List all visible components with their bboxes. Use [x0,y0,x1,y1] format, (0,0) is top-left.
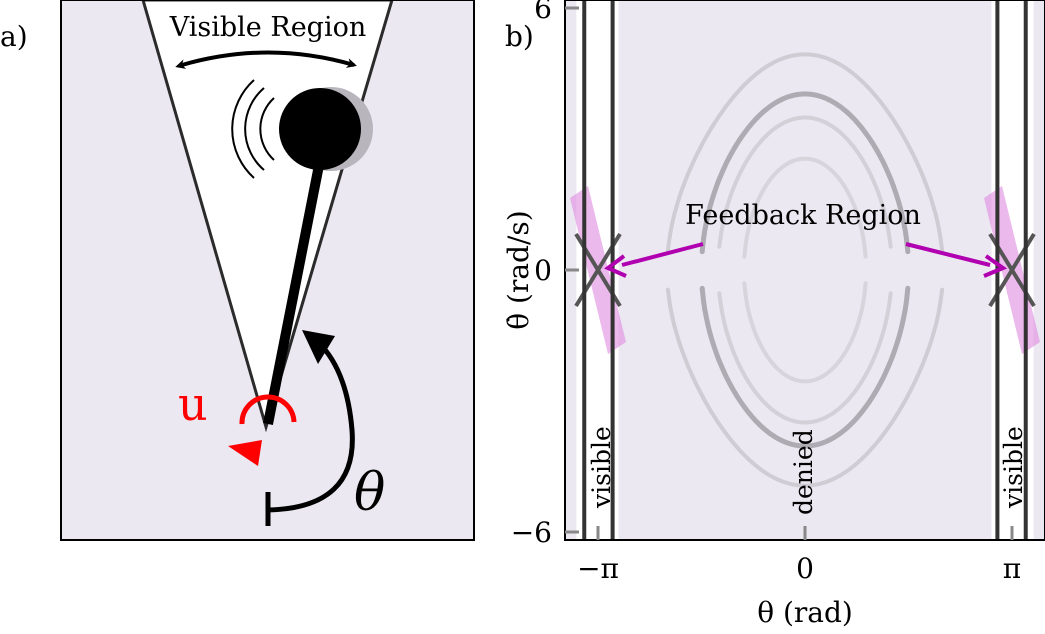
x-axis-label: θ (rad) [757,596,853,629]
feedback-arrow-left [621,242,704,267]
band-label-left: visible [587,426,616,509]
control-label: u [178,377,208,431]
y-axis-label: θ̇ (rad/s) [502,210,535,329]
motion-line-3 [231,79,255,179]
control-arrowhead [228,440,262,466]
band-label-center: denied [789,429,818,515]
panel-a: a) Visible Region θ u [0,0,475,541]
panel-a-label: a) [0,20,28,53]
theta-arrowhead [302,330,335,364]
pendulum-rod [263,149,327,425]
y-tick-label-0: −6 [511,516,552,549]
phase-contour-lower-0.4 [742,281,868,384]
band-label-right-group: visible [999,426,1028,509]
panel-b-background [565,0,1045,540]
x-tick-label-1: 0 [796,552,814,585]
visible-region-label: Visible Region [169,12,367,43]
feedback-arrow-right [905,242,991,267]
theta-label: θ [354,463,385,523]
panel-b: b) visible denied visible Feedback Regio… [502,0,1045,629]
phase-contour-upper-0.4 [742,156,868,259]
y-tick-label-2: 6 [534,0,552,25]
band-label-center-group: denied [789,429,818,515]
band-label-right: visible [999,426,1028,509]
panel-b-label: b) [505,20,534,53]
feedback-arrowhead-left [604,254,627,278]
phase-contour-lower-1 [699,285,911,449]
phase-contour-upper-0.75 [717,115,893,249]
x-tick-label-0: −π [577,552,619,585]
feedback-arrowhead-right [983,254,1008,278]
x-tick-label-2: π [1003,552,1021,585]
theta-arc [267,340,355,513]
phase-contour-lower-0.75 [717,291,893,425]
pendulum-bob [279,88,361,170]
phase-contour-lower-1.5 [665,287,945,488]
feedback-region-label: Feedback Region [685,200,921,231]
phase-contour-upper-1.5 [665,52,945,253]
control-arc [239,394,297,425]
motion-line-2 [244,87,265,171]
panel-a-frame [60,0,475,541]
motion-line-1 [259,97,275,161]
phase-contour-upper-1 [699,91,911,255]
band-label-left-group: visible [587,426,616,509]
y-tick-label-1: 0 [534,254,552,287]
visible-region-arrow [175,50,357,69]
